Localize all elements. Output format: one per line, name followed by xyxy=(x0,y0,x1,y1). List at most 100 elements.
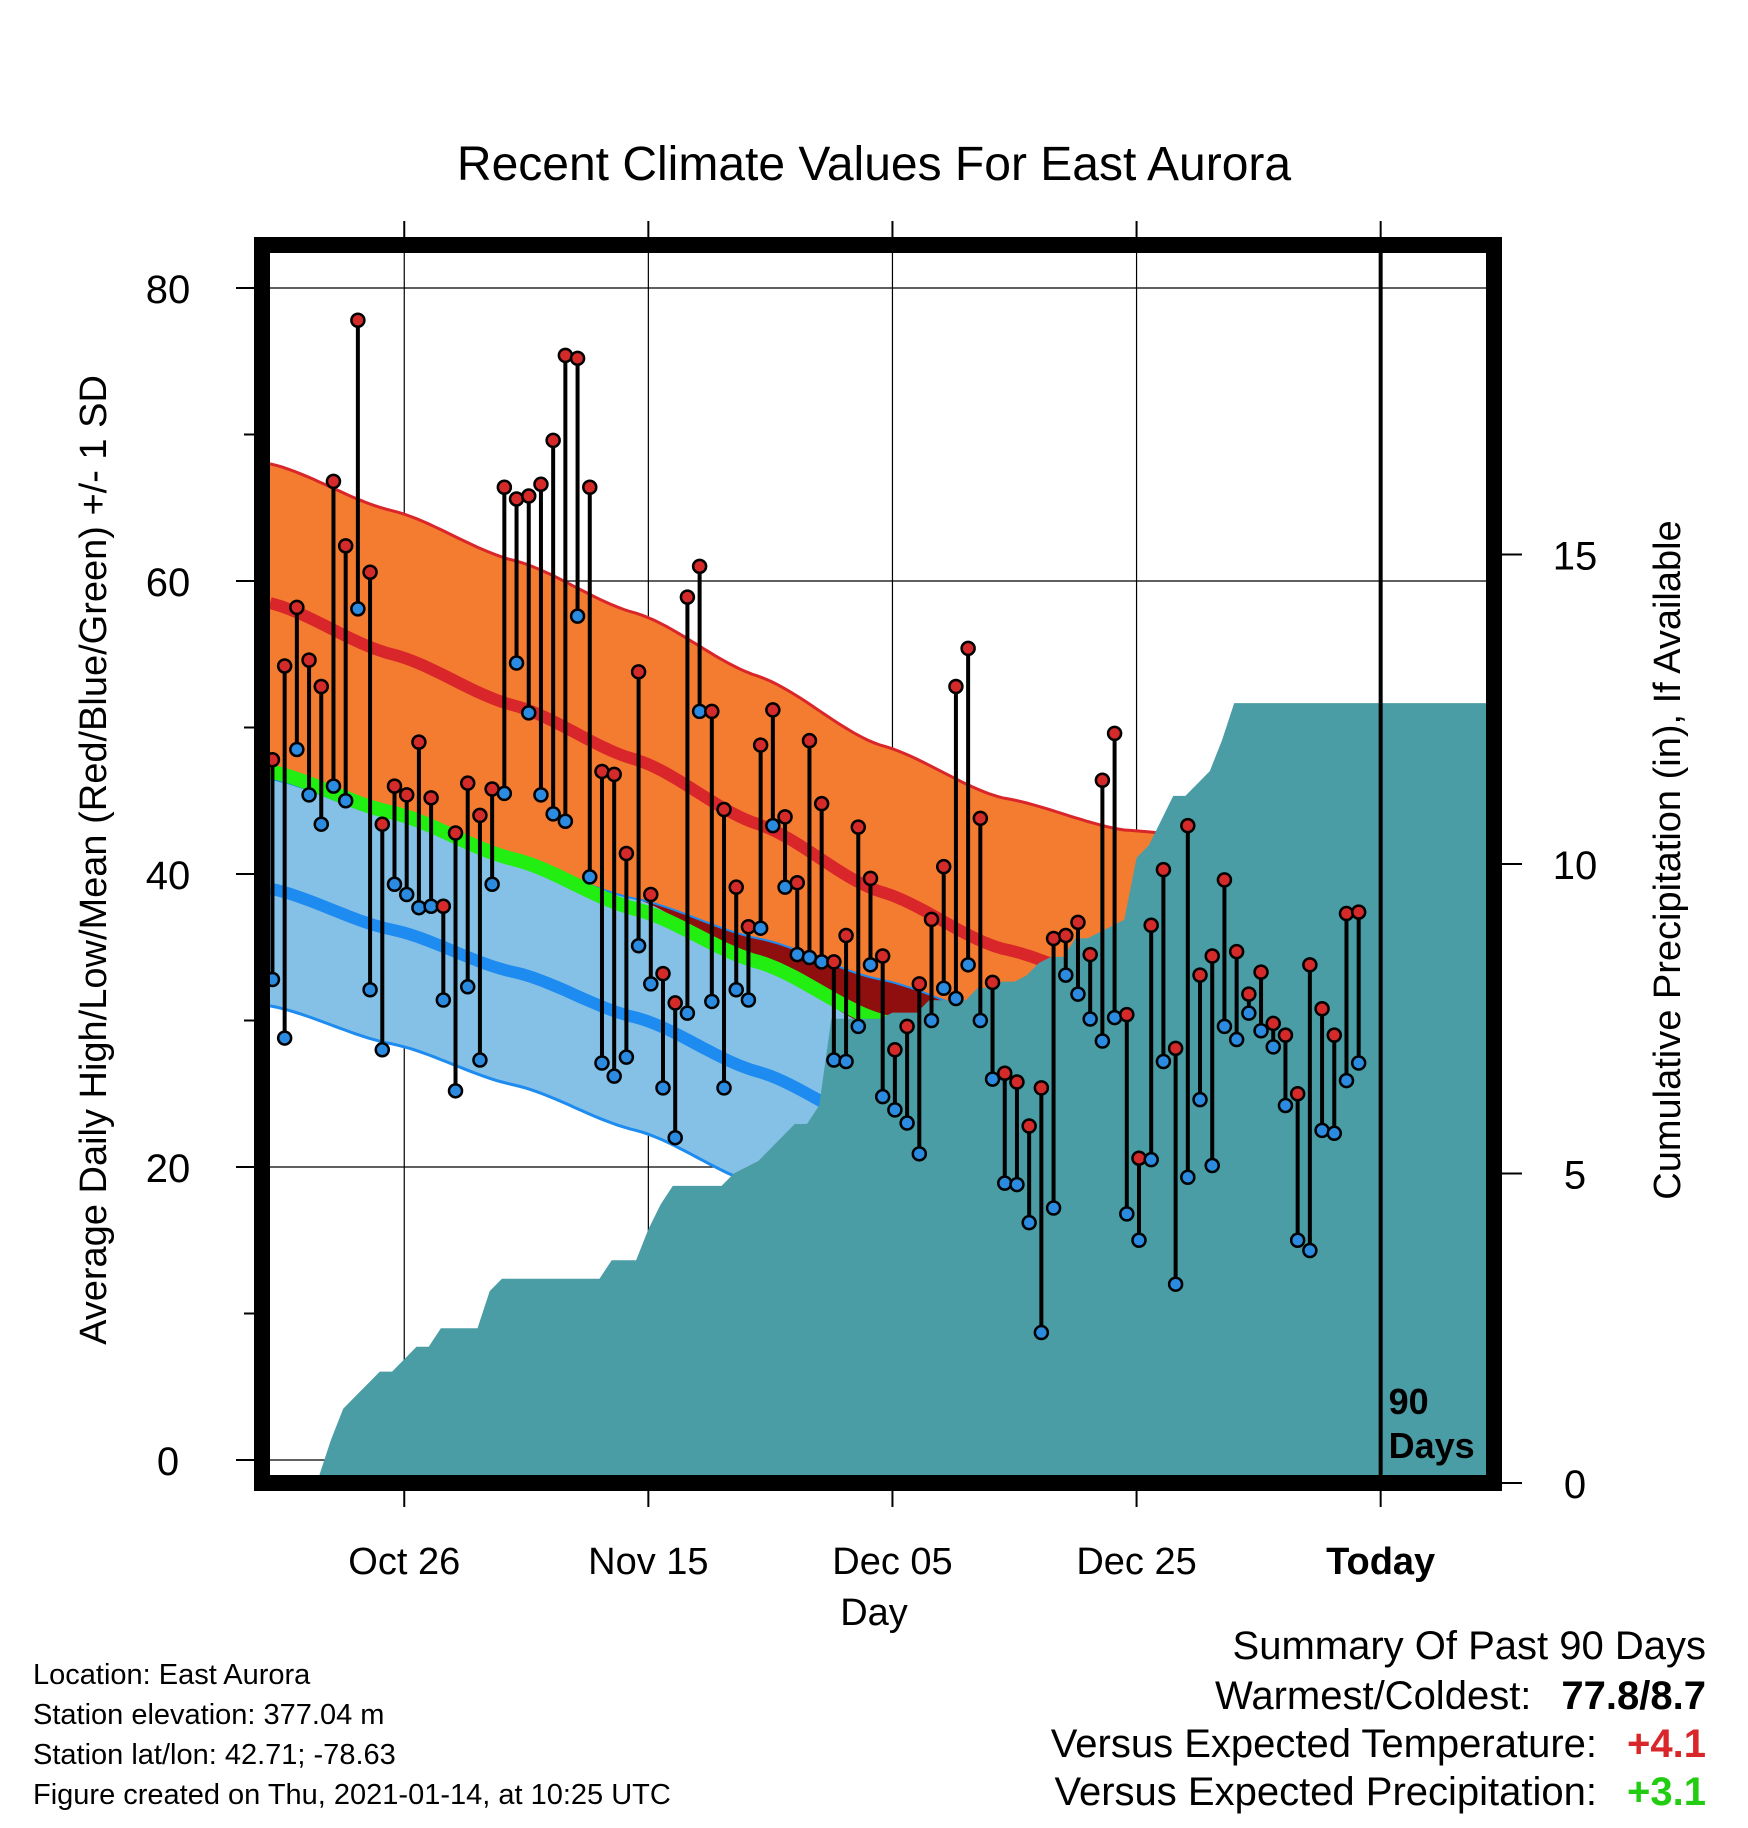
daily-low-point xyxy=(520,705,537,721)
daily-low-point xyxy=(1204,1157,1220,1174)
daily-low-point xyxy=(984,1071,1001,1087)
daily-high-point xyxy=(374,816,391,832)
daily-low-point xyxy=(1021,1214,1037,1231)
precip-row: Versus Expected Precipitation: +3.1 xyxy=(1051,1768,1707,1816)
daily-high-point xyxy=(496,479,513,495)
daily-high-point xyxy=(801,732,818,749)
daily-low-point xyxy=(1277,1097,1294,1114)
daily-high-point xyxy=(1082,946,1098,963)
daily-low-point xyxy=(374,1042,391,1058)
daily-low-point xyxy=(325,778,342,794)
daily-high-point xyxy=(1045,930,1062,947)
daily-low-point xyxy=(972,1012,989,1029)
daily-high-point xyxy=(1058,927,1074,944)
daily-high-point xyxy=(1033,1080,1050,1096)
daily-high-point xyxy=(899,1018,915,1035)
daily-low-point xyxy=(911,1146,928,1162)
y-tick-label: 0 xyxy=(157,1440,179,1484)
daily-high-point xyxy=(1302,957,1318,973)
daily-low-point xyxy=(618,1049,635,1065)
daily-high-point xyxy=(411,734,427,750)
elevation-text: Station elevation: 377.04 m xyxy=(33,1699,385,1731)
daily-high-point xyxy=(1119,1006,1135,1023)
daily-high-point xyxy=(1155,861,1172,878)
daily-low-point xyxy=(1033,1324,1050,1341)
y2-tick-label: 0 xyxy=(1564,1463,1586,1507)
y-tick-label: 80 xyxy=(146,268,191,312)
daily-low-point xyxy=(716,1080,732,1096)
daily-low-point xyxy=(1143,1151,1159,1168)
today-marker-days: 90 xyxy=(1389,1381,1429,1422)
y2-tick-label: 15 xyxy=(1553,535,1598,579)
daily-high-point xyxy=(398,787,415,803)
daily-high-point xyxy=(630,664,647,680)
daily-low-point xyxy=(850,1018,867,1035)
daily-high-point xyxy=(850,819,867,835)
daily-high-point xyxy=(826,954,842,970)
plot-frame xyxy=(254,237,1502,1491)
daily-high-point xyxy=(362,564,378,580)
temp-row: Versus Expected Temperature: +4.1 xyxy=(1051,1720,1706,1768)
location-text: Location: East Aurora xyxy=(33,1659,311,1691)
daily-high-point xyxy=(606,766,622,783)
summary-panel: Summary Of Past 90 Days Warmest/Coldest:… xyxy=(1051,1622,1706,1816)
daily-low-point xyxy=(1082,1011,1098,1027)
daily-low-point xyxy=(1070,986,1086,1002)
daily-high-point xyxy=(1253,964,1269,980)
x-tick-label: Nov 15 xyxy=(588,1541,708,1583)
daily-low-point xyxy=(862,957,879,973)
daily-high-point xyxy=(447,825,464,841)
daily-low-point xyxy=(411,899,427,916)
daily-high-point xyxy=(1338,905,1355,922)
daily-high-point xyxy=(1289,1086,1306,1102)
daily-high-point xyxy=(313,678,330,695)
y-tick-label: 60 xyxy=(146,561,191,605)
daily-high-point xyxy=(1241,986,1257,1002)
daily-high-point xyxy=(1021,1118,1037,1134)
daily-low-point xyxy=(923,1012,940,1029)
daily-low-point xyxy=(1192,1091,1208,1108)
x-tick-label: Today xyxy=(1326,1541,1435,1583)
daily-high-point xyxy=(874,948,891,964)
daily-low-point xyxy=(582,869,598,885)
daily-low-point xyxy=(765,817,781,834)
warm-cold-label: Warmest/Coldest: xyxy=(1215,1674,1532,1718)
daily-high-point xyxy=(350,312,366,328)
daily-low-point xyxy=(960,957,976,973)
daily-low-point xyxy=(1265,1039,1282,1055)
daily-low-point xyxy=(996,1175,1013,1191)
warm-cold-row: Warmest/Coldest: 77.8/8.7 xyxy=(1051,1672,1706,1720)
y2-tick-label: 10 xyxy=(1553,844,1598,888)
daily-high-point xyxy=(704,703,720,720)
daily-high-point xyxy=(472,807,488,824)
daily-low-point xyxy=(337,793,354,809)
daily-low-point xyxy=(496,785,513,802)
today-marker-label: Days xyxy=(1389,1425,1475,1466)
daily-low-point xyxy=(1338,1072,1355,1089)
daily-high-point xyxy=(1192,967,1208,983)
daily-low-point xyxy=(704,993,720,1010)
chart-title: Recent Climate Values For East Aurora xyxy=(457,138,1291,191)
daily-low-point xyxy=(606,1068,622,1084)
daily-low-point xyxy=(667,1129,683,1146)
daily-low-point xyxy=(1216,1018,1233,1035)
daily-high-point xyxy=(459,775,476,791)
daily-low-point xyxy=(276,1030,293,1046)
daily-low-point xyxy=(1058,967,1074,983)
daily-high-point xyxy=(728,879,744,895)
daily-low-point xyxy=(789,946,806,963)
station-info: Location: East Aurora Station elevation:… xyxy=(33,1655,671,1815)
x-axis-label: Day xyxy=(840,1592,908,1634)
y2-tick-label: 5 xyxy=(1564,1154,1586,1198)
daily-high-point xyxy=(752,737,769,753)
daily-high-point xyxy=(960,640,976,657)
daily-high-point xyxy=(643,886,659,903)
warm-cold-value: 77.8/8.7 xyxy=(1561,1674,1706,1718)
daily-low-point xyxy=(447,1083,464,1099)
daily-high-point xyxy=(1009,1074,1025,1090)
daily-low-point xyxy=(1350,1055,1367,1071)
daily-high-point xyxy=(1167,1040,1184,1057)
daily-high-point xyxy=(777,809,793,825)
x-tick-label: Oct 26 xyxy=(348,1541,460,1583)
daily-low-point xyxy=(838,1053,854,1070)
